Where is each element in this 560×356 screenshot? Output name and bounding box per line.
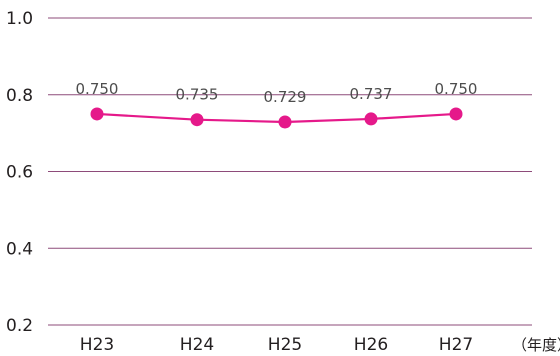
data-point xyxy=(364,112,378,126)
series-line xyxy=(96,112,457,124)
data-point xyxy=(449,107,463,121)
y-tick-label: 0.2 xyxy=(6,316,33,336)
x-tick-label: H27 xyxy=(439,335,473,355)
x-axis-ticks: H23 H24 H25 H26 H27 xyxy=(80,335,473,355)
x-tick-label: H25 xyxy=(268,335,302,355)
y-axis-ticks: 0.2 0.4 0.6 0.8 1.0 xyxy=(6,9,33,336)
x-tick-label: H24 xyxy=(180,335,214,355)
x-axis-unit-label: （年度） xyxy=(512,336,560,354)
data-labels: 0.750 0.735 0.729 0.737 0.750 xyxy=(76,80,478,106)
y-tick-label: 0.6 xyxy=(6,163,33,183)
data-label: 0.735 xyxy=(176,86,219,104)
data-point xyxy=(278,115,292,129)
data-label: 0.737 xyxy=(350,85,393,103)
data-point xyxy=(90,107,104,121)
data-label: 0.750 xyxy=(435,80,478,98)
x-tick-label: H23 xyxy=(80,335,114,355)
y-tick-label: 1.0 xyxy=(6,9,33,29)
y-tick-label: 0.8 xyxy=(6,86,33,106)
data-label: 0.750 xyxy=(76,80,119,98)
y-tick-label: 0.4 xyxy=(6,239,33,259)
data-label: 0.729 xyxy=(264,88,307,106)
x-tick-label: H26 xyxy=(354,335,388,355)
gridlines xyxy=(48,17,532,326)
data-point xyxy=(190,113,204,127)
series-group xyxy=(90,107,463,129)
